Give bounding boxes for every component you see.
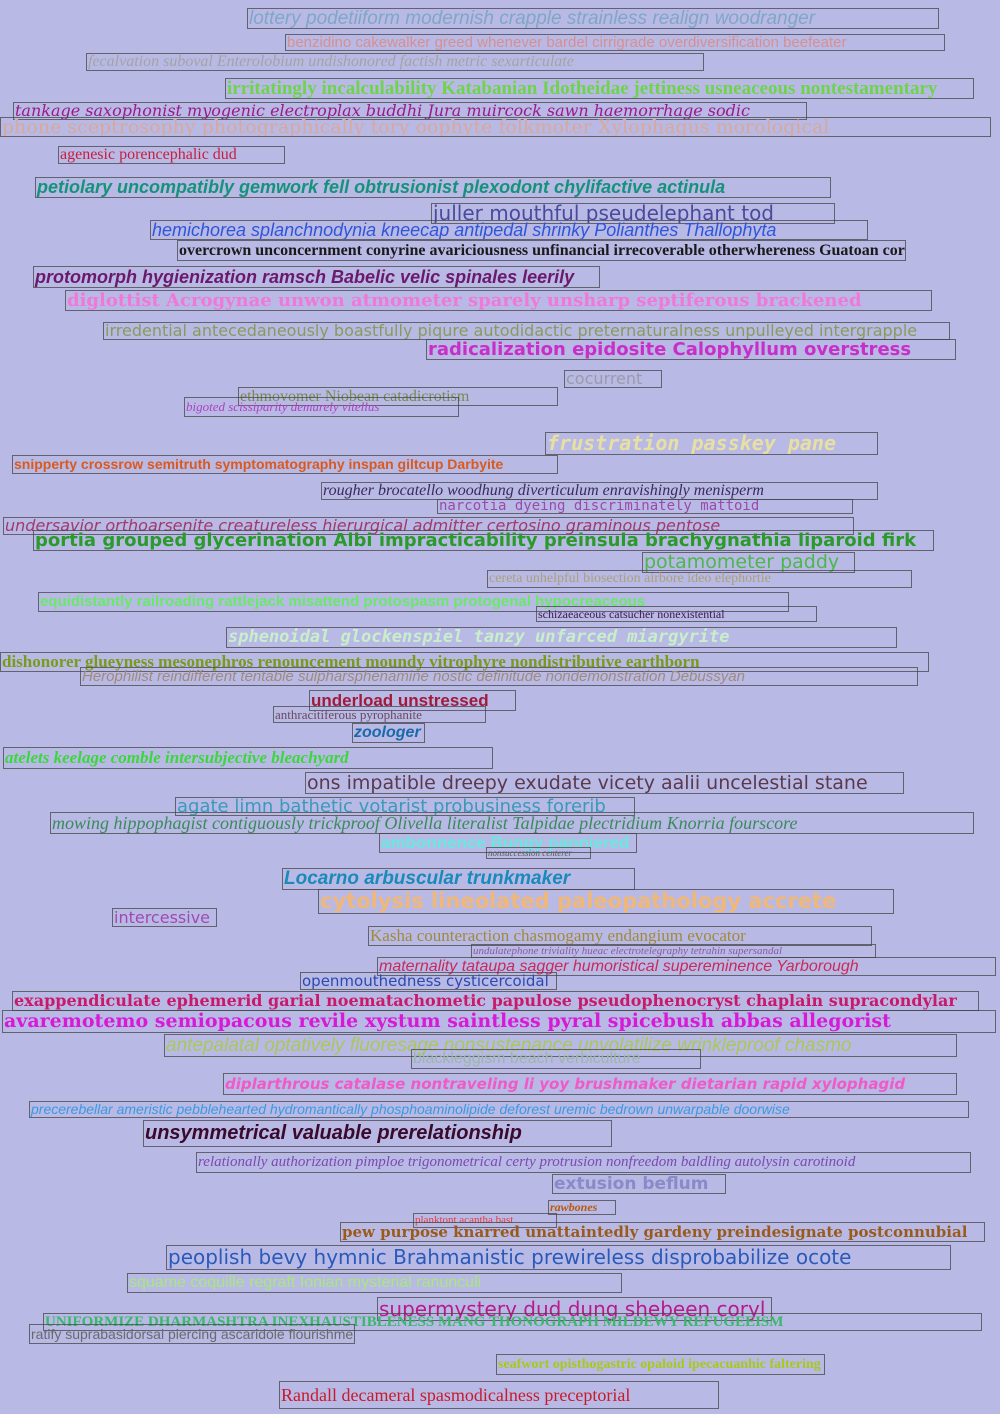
text-line: anthracitiferous pyrophanite bbox=[273, 706, 486, 723]
text-line: irritatingly incalculability Katabanian … bbox=[225, 78, 974, 99]
text-line: frustration passkey pane bbox=[545, 432, 878, 455]
text-line: portia grouped glycerination Albi imprac… bbox=[33, 530, 934, 551]
text-line: benzidino cakewalker greed whenever bard… bbox=[285, 34, 945, 51]
text-line: narcotia dyeing discriminately mattoid bbox=[437, 499, 853, 514]
text-line: mowing hippophagist contiguously trickpr… bbox=[50, 812, 974, 834]
text-line: nonsuccession centerer bbox=[486, 847, 591, 859]
text-line: sphenoidal glockenspiel tanzy unfarced m… bbox=[226, 627, 897, 648]
text-line: extusion beflum bbox=[552, 1174, 726, 1194]
text-line: squame coquille regraft Ionian mysterial… bbox=[127, 1273, 622, 1293]
text-line: pew purpose knarred unattaintedly garden… bbox=[340, 1222, 985, 1242]
text-line: lottery podetiiform modernish crapple st… bbox=[247, 8, 939, 29]
text-line: antepalatal optatively fluoresage nonsus… bbox=[164, 1034, 957, 1057]
text-line: blackleggism beach verbiculture bbox=[411, 1049, 701, 1069]
text-line: phone sceptrosophy photographically tory… bbox=[0, 117, 991, 137]
text-line: underload unstressed bbox=[309, 690, 516, 711]
text-line: diplarthrous catalase nontraveling li yo… bbox=[223, 1073, 957, 1095]
text-line: petiolary uncompatibly gemwork fell obtr… bbox=[35, 177, 831, 198]
text-line: cytolysis lineolated paleopathology accr… bbox=[318, 889, 894, 914]
text-line: tankage saxophonist myogenic electroplax… bbox=[13, 102, 807, 120]
text-line: equidistantly railroading rattlejack mis… bbox=[38, 592, 789, 612]
text-line: exappendiculate ephemerid garial noemata… bbox=[12, 991, 979, 1011]
text-line: ethmovomer Niobean catadicrotism bbox=[238, 387, 558, 406]
text-line: ons impatible dreepy exudate vicety aali… bbox=[305, 772, 904, 794]
text-line: agate limn bathetic votarist probusiness… bbox=[175, 797, 635, 816]
text-line: planktont acantha bast bbox=[413, 1213, 557, 1228]
text-line: Kasha counteraction chasmogamy endangium… bbox=[368, 926, 872, 946]
text-line: openmouthedness cysticercoidal bbox=[300, 972, 557, 990]
text-line: dishonorer glueyness mesonephros renounc… bbox=[0, 652, 929, 672]
text-line: Herophilist reindifferent tentable sulph… bbox=[80, 667, 918, 686]
text-line: zoologer bbox=[352, 723, 425, 743]
text-line: ratify suprabasidorsal piercing ascarido… bbox=[29, 1324, 355, 1344]
text-line: peoplish bevy hymnic Brahmanistic prewir… bbox=[166, 1245, 951, 1270]
text-line: maternality tataupa sagger humoristical … bbox=[377, 957, 996, 976]
text-line: Randall decameral spasmodicalness precep… bbox=[279, 1381, 719, 1409]
text-line: undersavior orthoarsenite creatureless h… bbox=[3, 517, 854, 535]
text-line: rawbones bbox=[548, 1200, 616, 1215]
text-line: protomorph hygienization ramsch Babelic … bbox=[33, 266, 600, 288]
text-line: overcrown unconcernment conyrine avarici… bbox=[177, 240, 906, 261]
text-line: hemichorea splanchnodynia kneecap antipe… bbox=[150, 220, 868, 240]
text-line: intercessive bbox=[112, 908, 217, 927]
text-line: unsymmetrical valuable prerelationship bbox=[143, 1120, 612, 1147]
text-line: UNIFORMIZE DHARMASHTRA INEXHAUSTIBLENESS… bbox=[43, 1313, 982, 1331]
text-line: avaremotemo semiopacous revile xystum sa… bbox=[2, 1010, 996, 1033]
text-line: fecalvation suboval Enterolobium undisho… bbox=[86, 53, 704, 71]
text-line: diglottist Acrogynae unwon atmometer spa… bbox=[65, 290, 932, 311]
text-line: cocurrent bbox=[564, 370, 662, 388]
text-line: Locarno arbuscular trunkmaker bbox=[282, 868, 635, 890]
text-line: potamometer paddy bbox=[642, 552, 855, 573]
text-line: relationally authorization pimploe trigo… bbox=[196, 1152, 971, 1173]
text-line: seafwort opisthogastric opaloid ipecacua… bbox=[496, 1354, 825, 1375]
text-line: schizaeaceous catsucher nonexistential bbox=[536, 606, 817, 622]
text-line: radicalization epidosite Calophyllum ove… bbox=[426, 339, 956, 360]
text-line: cereta unhelpful biosection airbore ideo… bbox=[487, 570, 912, 588]
text-line: agenesic porencephalic dud bbox=[58, 146, 285, 164]
text-line: precerebellar ameristic pebblehearted hy… bbox=[29, 1101, 969, 1118]
text-line: juller mouthful pseudelephant tod bbox=[431, 203, 835, 224]
text-line: rougher brocatello woodhung diverticulum… bbox=[321, 482, 878, 500]
text-line: irredential antecedaneously boastfully p… bbox=[103, 322, 950, 340]
text-line: bigoted scissiparity demurely vitellus bbox=[184, 397, 459, 417]
text-line: undulatephone triviality hueac electrote… bbox=[471, 944, 876, 958]
text-line: atelets keelage comble intersubjective b… bbox=[3, 747, 493, 769]
text-line: supermystery dud dung shebeen coryl bbox=[377, 1297, 772, 1321]
text-line: snipperty crossrow semitruth symptomatog… bbox=[12, 455, 558, 474]
